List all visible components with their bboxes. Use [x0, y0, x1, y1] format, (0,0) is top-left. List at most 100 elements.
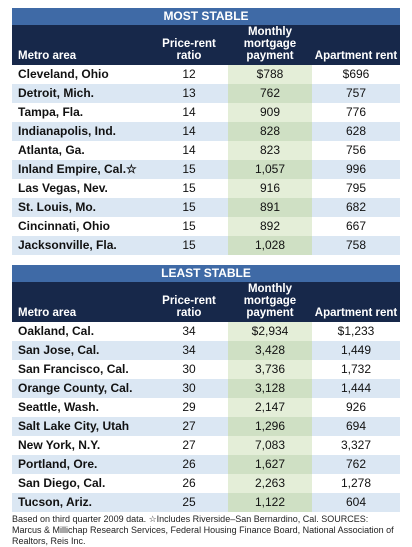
header-cell: Price-rent ratio: [162, 38, 216, 62]
header-row: Metro area Price-rent ratio Monthly mortga…: [12, 25, 400, 65]
table-cell: $2,934: [228, 322, 312, 341]
table-cell: New York, N.Y.: [18, 438, 101, 452]
table-cell: Oakland, Cal.: [18, 324, 95, 338]
table-cell: Las Vegas, Nev.: [18, 181, 108, 195]
table-cell: St. Louis, Mo.: [18, 200, 96, 214]
header-cell: Price-rent ratio: [162, 295, 216, 319]
table-row: Oakland, Cal. 34 $2,934 $1,233: [12, 322, 400, 341]
table-cell: 926: [345, 400, 367, 414]
table-cell: 1,278: [340, 476, 372, 490]
header-row: Metro area Price-rent ratio Monthly mortga…: [12, 282, 400, 322]
table-cell: 2,263: [228, 474, 312, 493]
table-cell: 1,122: [228, 493, 312, 512]
table-cell: 15: [182, 219, 196, 233]
table-row: Jacksonville, Fla. 15 1,028 758: [12, 236, 400, 255]
table-row: Seattle, Wash. 29 2,147 926: [12, 398, 400, 417]
table-cell: 762: [345, 457, 367, 471]
table-row: Las Vegas, Nev. 15 916 795: [12, 179, 400, 198]
table-row: San Diego, Cal. 26 2,263 1,278: [12, 474, 400, 493]
table-cell: 1,444: [340, 381, 372, 395]
table-cell: Salt Lake City, Utah: [18, 419, 130, 433]
header-cell: Metro area: [18, 307, 77, 319]
table-cell: Tucson, Ariz.: [18, 495, 93, 509]
table-cell: 12: [182, 67, 196, 81]
table-row: Detroit, Mich. 13 762 757: [12, 84, 400, 103]
table-cell: 27: [182, 438, 196, 452]
table-cell: 1,449: [340, 343, 372, 357]
table-cell: 823: [228, 141, 312, 160]
table-cell: 756: [345, 143, 367, 157]
table-section: LEAST STABLE Metro area Price-rent ratio Mo…: [12, 265, 400, 512]
table-cell: 1,296: [228, 417, 312, 436]
table-row: Cleveland, Ohio 12 $788 $696: [12, 65, 400, 84]
table-cell: 15: [182, 162, 196, 176]
table-cell: 15: [182, 181, 196, 195]
table-cell: 694: [345, 419, 367, 433]
table-row: Tucson, Ariz. 25 1,122 604: [12, 493, 400, 512]
table-cell: 25: [182, 495, 196, 509]
table-row: Indianapolis, Ind. 14 828 628: [12, 122, 400, 141]
table-cell: 30: [182, 362, 196, 376]
header-cell: Monthly mortgage payment: [243, 283, 297, 319]
table-cell: 604: [345, 495, 367, 509]
table-cell: 891: [228, 198, 312, 217]
table-row: San Francisco, Cal. 30 3,736 1,732: [12, 360, 400, 379]
table-cell: $1,233: [337, 324, 375, 338]
table-cell: 14: [182, 143, 196, 157]
table-cell: 15: [182, 238, 196, 252]
header-cell: Metro area: [18, 50, 77, 62]
table-cell: 13: [182, 86, 196, 100]
table-cell: Tampa, Fla.: [18, 105, 84, 119]
table-section: MOST STABLE Metro area Price-rent ratio Mon…: [12, 8, 400, 255]
table-cell: 26: [182, 457, 196, 471]
table-row: Inland Empire, Cal.☆ 15 1,057 996: [12, 160, 400, 179]
table-cell: 3,128: [228, 379, 312, 398]
table-cell: Seattle, Wash.: [18, 400, 99, 414]
table-cell: 27: [182, 419, 196, 433]
table-cell: 776: [345, 105, 367, 119]
table-cell: San Diego, Cal.: [18, 476, 106, 490]
table-cell: 29: [182, 400, 196, 414]
table-cell: 996: [345, 162, 367, 176]
table-cell: 34: [182, 343, 196, 357]
table-cell: 828: [228, 122, 312, 141]
table-row: San Jose, Cal. 34 3,428 1,449: [12, 341, 400, 360]
table-row: New York, N.Y. 27 7,083 3,327: [12, 436, 400, 455]
table-row: Salt Lake City, Utah 27 1,296 694: [12, 417, 400, 436]
table-cell: 762: [228, 84, 312, 103]
table-cell: Indianapolis, Ind.: [18, 124, 117, 138]
table-cell: $696: [342, 67, 370, 81]
table-cell: Orange County, Cal.: [18, 381, 133, 395]
table-cell: 15: [182, 200, 196, 214]
table-cell: 628: [345, 124, 367, 138]
table-cell: 14: [182, 105, 196, 119]
table-row: Orange County, Cal. 30 3,128 1,444: [12, 379, 400, 398]
table-cell: 909: [228, 103, 312, 122]
table-cell: 1,057: [228, 160, 312, 179]
table-cell: Jacksonville, Fla.: [18, 238, 117, 252]
header-cell: Apartment rent: [314, 50, 398, 62]
table-cell: Cleveland, Ohio: [18, 67, 109, 81]
section-title: MOST STABLE: [12, 8, 400, 25]
table-cell: $788: [228, 65, 312, 84]
table-cell: 34: [182, 324, 196, 338]
table-cell: Cincinnati, Ohio: [18, 219, 110, 233]
table-cell: 892: [228, 217, 312, 236]
table-row: Atlanta, Ga. 14 823 756: [12, 141, 400, 160]
table-cell: 1,627: [228, 455, 312, 474]
table-cell: 14: [182, 124, 196, 138]
table-cell: Atlanta, Ga.: [18, 143, 85, 157]
table-row: Tampa, Fla. 14 909 776: [12, 103, 400, 122]
footnote: Based on third quarter 2009 data. ☆Inclu…: [12, 514, 394, 546]
table-cell: 916: [228, 179, 312, 198]
table-cell: 1,732: [340, 362, 372, 376]
header-cell: Apartment rent: [314, 307, 398, 319]
table-cell: 30: [182, 381, 196, 395]
table-cell: 3,736: [228, 360, 312, 379]
section-title: LEAST STABLE: [12, 265, 400, 282]
table-cell: 3,327: [340, 438, 372, 452]
table-cell: Detroit, Mich.: [18, 86, 95, 100]
table-cell: 3,428: [228, 341, 312, 360]
table-cell: 795: [345, 181, 367, 195]
